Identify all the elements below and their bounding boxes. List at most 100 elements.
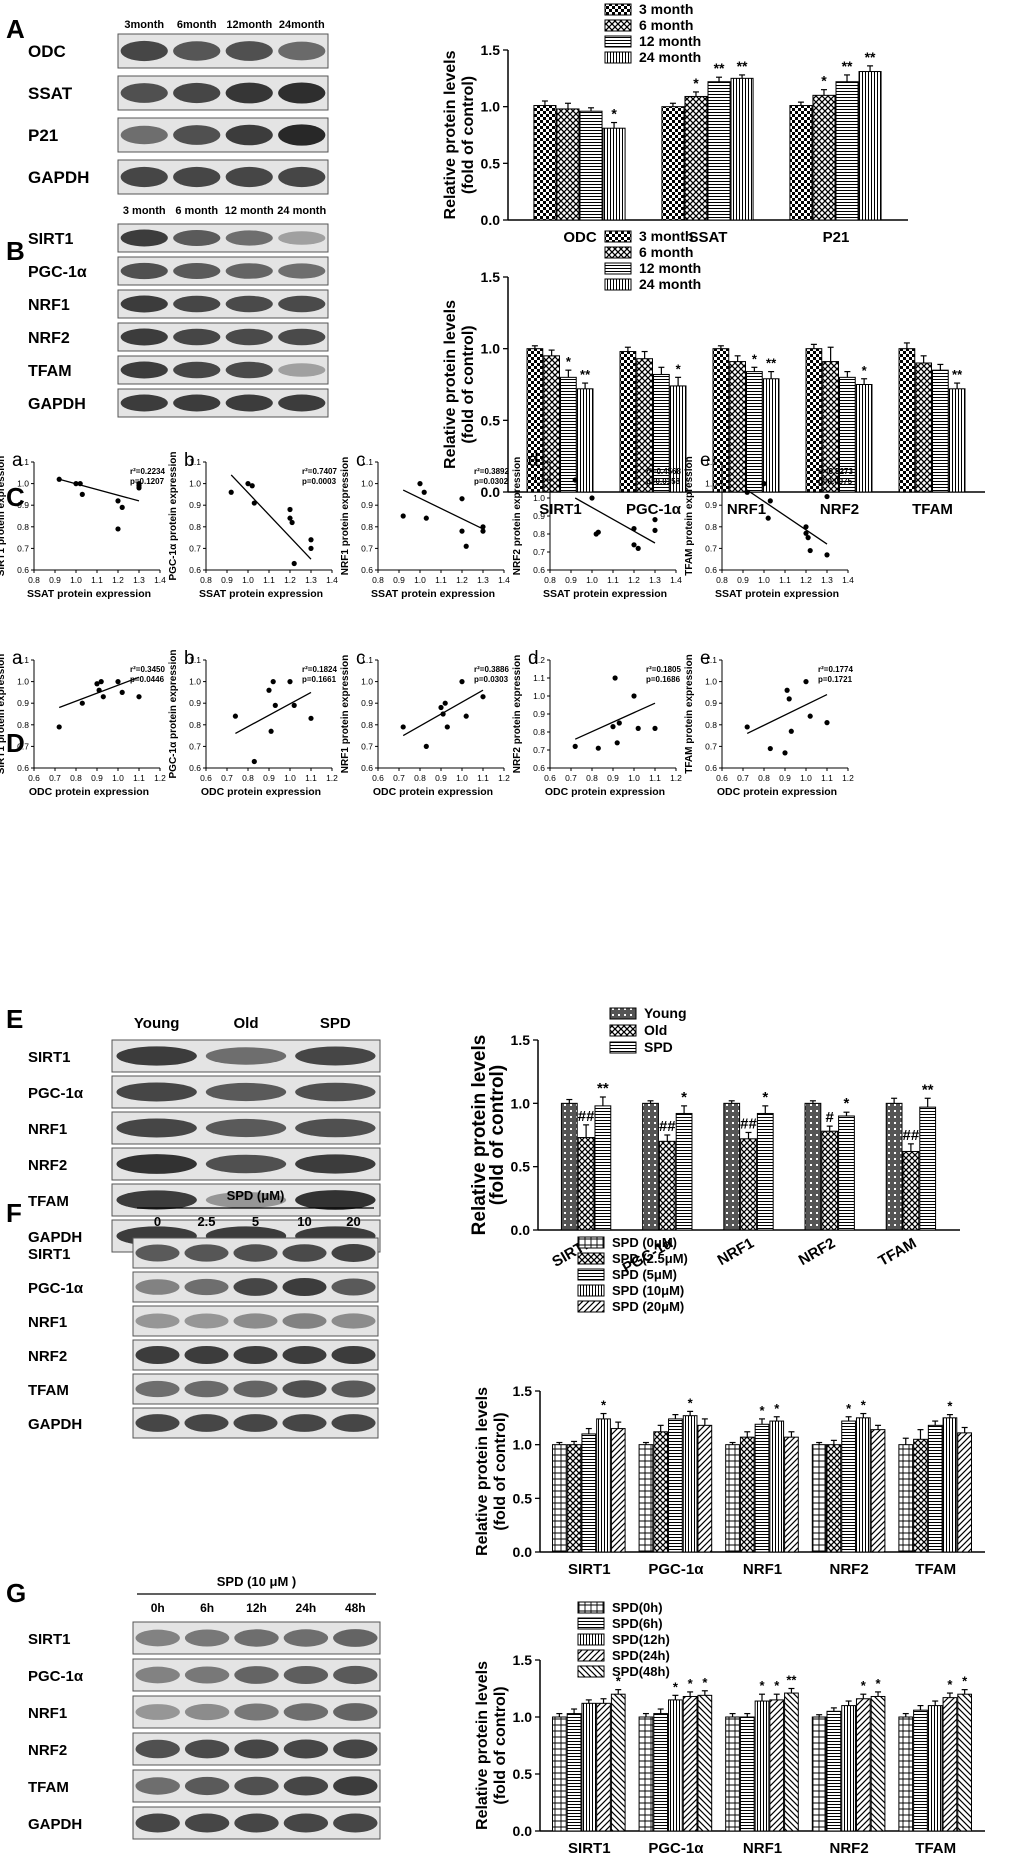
p-value-label: p=0.0303 <box>474 675 509 684</box>
data-point <box>480 524 486 530</box>
significance-mark: * <box>611 106 617 122</box>
bar <box>596 1418 611 1553</box>
legend-swatch <box>604 246 632 259</box>
bar <box>566 1444 582 1553</box>
data-point <box>803 524 809 530</box>
bar <box>725 1444 740 1553</box>
y-tick-label: 0.5 <box>511 1159 531 1175</box>
legend-label: 24 month <box>639 49 701 65</box>
blot-band <box>278 363 326 377</box>
blot-band <box>225 394 273 412</box>
fit-line <box>574 497 656 544</box>
lane-label: 5 <box>252 1214 259 1229</box>
legend-label: 6 month <box>639 17 693 33</box>
blot-band <box>278 263 326 279</box>
x-axis-label: ODC protein expression <box>545 786 665 798</box>
blot-band <box>333 1629 378 1647</box>
x-tick-label: 1.2 <box>670 773 682 783</box>
bar <box>838 1115 855 1231</box>
y-axis-label: PGC-1α protein expression <box>168 452 179 581</box>
blot-band <box>278 124 326 146</box>
x-tick-label: 1.3 <box>821 575 833 585</box>
blot-band <box>120 229 168 247</box>
data-point <box>287 515 293 521</box>
legend-swatch <box>604 262 632 275</box>
legend-label: 6 month <box>639 244 693 260</box>
blot-band <box>225 263 273 279</box>
data-point <box>287 506 293 513</box>
data-point <box>232 713 238 719</box>
y-tick-label: 0.9 <box>705 500 717 510</box>
blot-band <box>184 1629 230 1647</box>
x-tick-label: 0.6 <box>200 773 212 783</box>
blot-band <box>184 1703 230 1721</box>
data-point <box>308 545 314 552</box>
protein-label: GAPDH <box>28 1416 82 1433</box>
western-blot-a: 3month 6month 12month 24month ODC SSAT P21 GAPD… <box>28 19 329 195</box>
bar <box>730 77 754 221</box>
y-axis-label: Relative protein levels <box>474 1387 491 1556</box>
bar <box>898 1444 914 1553</box>
legend-label: 12 month <box>639 260 701 276</box>
blot-band <box>116 1154 197 1174</box>
fit-line <box>746 693 828 735</box>
y-tick-label: 1.1 <box>361 457 373 467</box>
significance-mark: * <box>688 1395 694 1410</box>
blot-band <box>233 1380 278 1398</box>
data-point <box>291 702 297 708</box>
lane-label: 12 month <box>225 205 274 217</box>
blot-band <box>120 394 168 412</box>
y-tick-label: 0.7 <box>533 547 545 557</box>
bar <box>870 1695 886 1832</box>
x-axis-label: SSAT protein expression <box>371 588 495 600</box>
fit-line <box>574 702 656 740</box>
bar <box>576 388 594 493</box>
blot-band <box>282 1244 327 1262</box>
legend-swatch <box>577 1633 605 1646</box>
lane-label: 0h <box>151 1601 165 1615</box>
legend-swatch <box>577 1601 605 1614</box>
x-tick-label: 0.9 <box>263 773 275 783</box>
legend-swatch <box>604 230 632 243</box>
data-point <box>784 687 790 693</box>
y-tick-label: 0.9 <box>705 698 717 708</box>
x-tick-label: 1.1 <box>779 575 791 585</box>
x-tick-label: TFAM <box>915 1561 956 1578</box>
lane-label: Young <box>134 1015 180 1032</box>
bar <box>697 1424 713 1553</box>
y-tick-label: 1.2 <box>533 457 545 467</box>
y-axis-label: (fold of control) <box>487 1065 508 1205</box>
blot-band <box>120 40 168 62</box>
x-axis-label: ODC protein expression <box>29 786 149 798</box>
scatter-c-a: a 0.6 0.7 0.8 0.9 1.0 1.1 0.8 0.9 1.0 1.1 1.2 1.3 1.4… <box>0 450 166 600</box>
blot-band <box>278 82 326 104</box>
bar <box>739 1716 755 1832</box>
y-tick-label: 0.7 <box>17 543 29 553</box>
y-axis-label: (fold of control) <box>460 76 477 194</box>
x-axis-label: ODC protein expression <box>373 786 493 798</box>
blot-band <box>184 1776 230 1796</box>
bar <box>642 1102 659 1231</box>
x-tick-label: 0.8 <box>200 575 212 585</box>
blot-band <box>225 295 273 313</box>
data-point <box>807 713 813 719</box>
significance-mark: ## <box>659 1118 676 1135</box>
bar <box>729 361 747 493</box>
blot-band <box>333 1776 378 1796</box>
bar <box>756 1112 774 1231</box>
data-point <box>761 481 767 487</box>
protein-label: GAPDH <box>28 1229 82 1246</box>
y-tick-label: 0.7 <box>189 543 201 553</box>
x-tick-label: NRF1 <box>715 1235 757 1269</box>
data-point <box>803 530 809 536</box>
y-tick-label: 0.7 <box>705 543 717 553</box>
x-tick-label: SSAT <box>689 229 728 246</box>
bar <box>858 71 882 221</box>
data-point <box>96 687 102 693</box>
significance-mark: * <box>876 1676 882 1691</box>
bar <box>784 1692 799 1832</box>
x-tick-label: 1.4 <box>842 575 854 585</box>
significance-mark: ** <box>580 367 591 382</box>
data-point <box>79 491 85 497</box>
x-tick-label: 0.9 <box>779 773 791 783</box>
